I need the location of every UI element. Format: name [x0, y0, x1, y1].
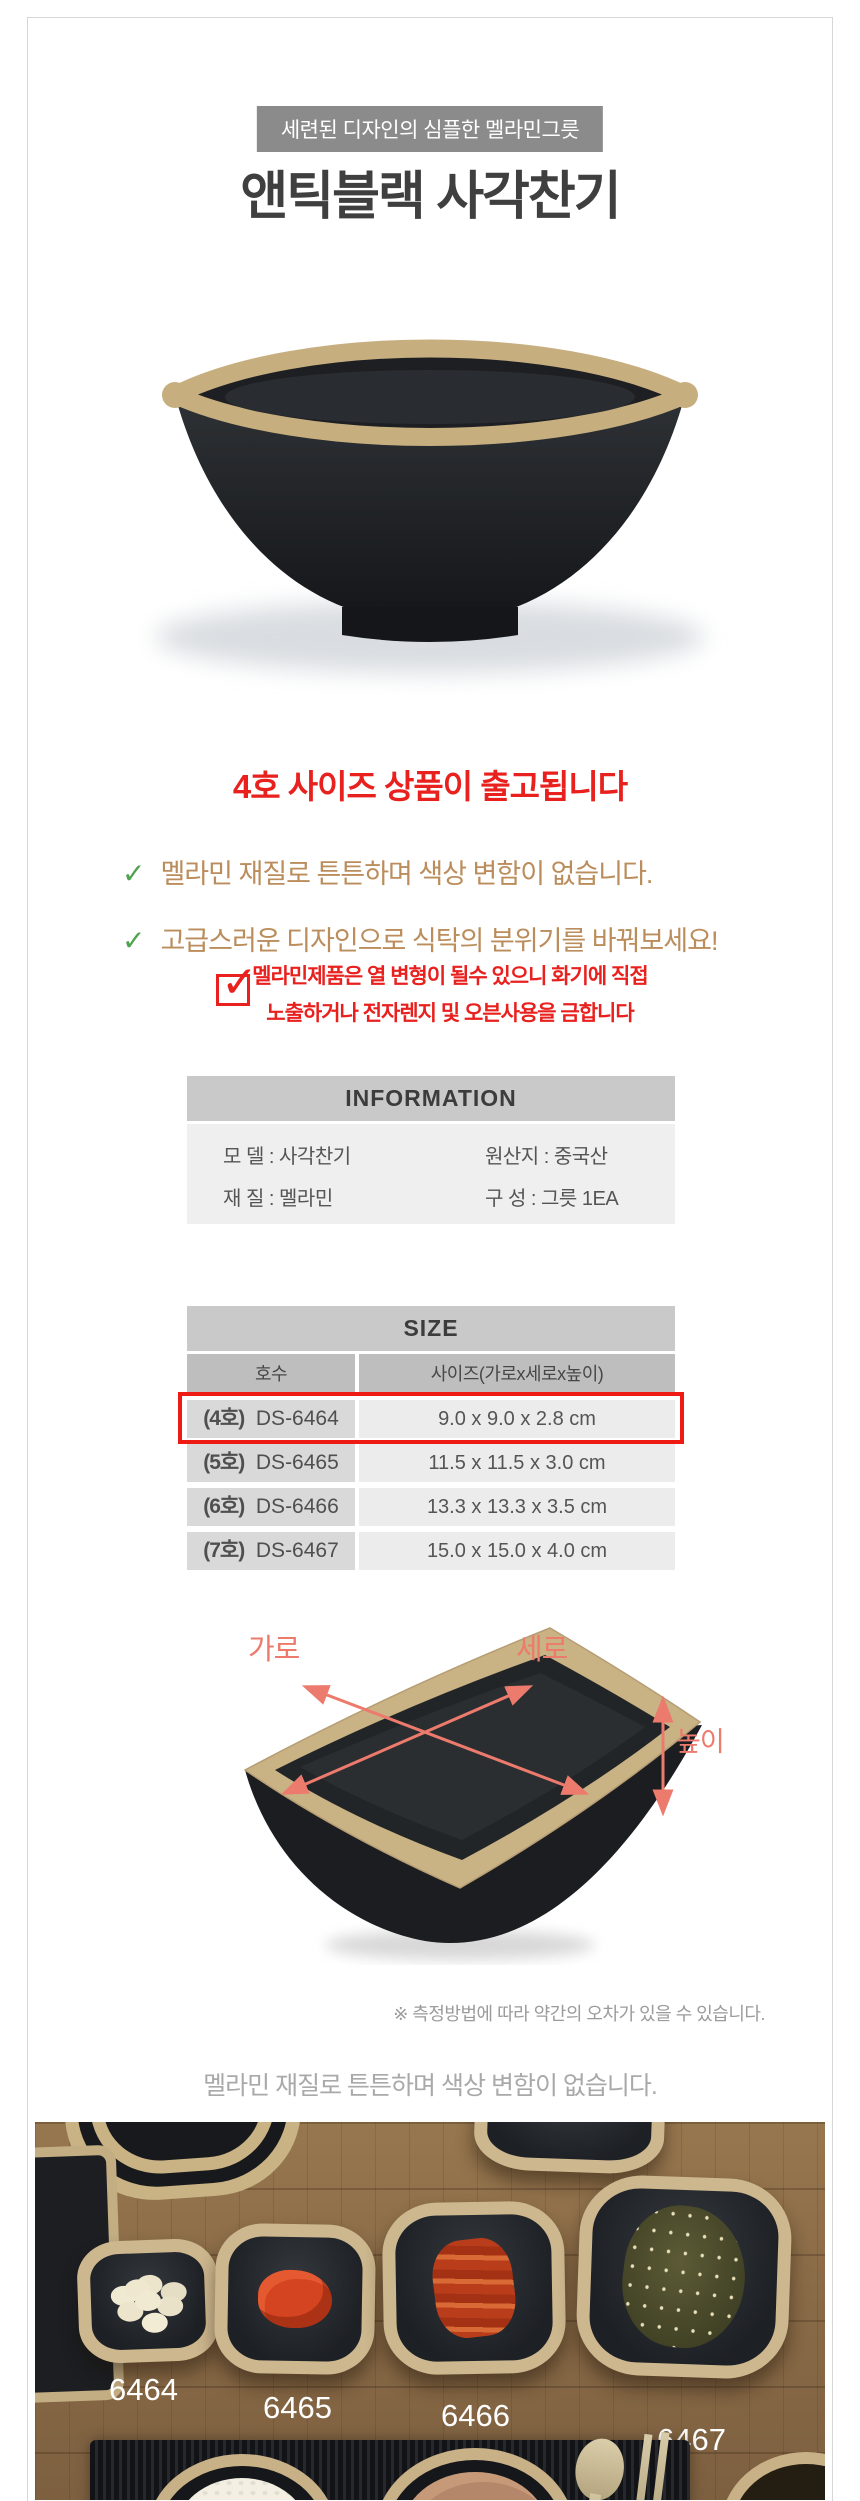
size-no: (4호): [203, 1407, 245, 1430]
height-label: 높이: [676, 1727, 725, 1757]
top-banner: 세련된 디자인의 심플한 멜라민그릇: [256, 106, 604, 152]
page-title: 앤틱블랙 사각찬기: [240, 168, 621, 226]
partial-bowl-right: [721, 2452, 825, 2500]
dish-label-6464: 6464: [109, 2372, 178, 2407]
check-icon: ✓: [221, 958, 258, 1007]
info-field-material: 재 질 : 멜라민: [223, 1188, 333, 1210]
lifestyle-photo: 6464 6465 6466 6467: [35, 2122, 825, 2500]
check-icon: ✓: [122, 925, 145, 956]
feature-list: ✓ 멜라민 재질로 튼튼하며 색상 변함이 없습니다. ✓ 고급스러운 디자인으로 …: [122, 852, 718, 986]
width-label: 가로: [248, 1634, 300, 1666]
size-row-6: (6호) DS-6466 13.3 x 13.3 x 3.5 cm: [187, 1488, 675, 1526]
bowl-illustration: [155, 339, 705, 673]
warning-line: 멜라민제품은 열 변형이 될수 있으니 화기에 직접: [252, 965, 648, 988]
size-code: DS-6467: [255, 1539, 339, 1562]
size-dims: 13.3 x 13.3 x 3.5 cm: [359, 1488, 675, 1526]
size-dims: 15.0 x 15.0 x 4.0 cm: [359, 1532, 675, 1570]
dish-label-6465: 6465: [263, 2390, 332, 2425]
dish-6467: [574, 2173, 794, 2381]
size-no: (6호): [203, 1495, 245, 1518]
size-code: DS-6464: [255, 1407, 339, 1430]
checkbox-icon: ✓: [216, 961, 258, 1006]
information-table: INFORMATION 모 델 : 사각찬기 원산지 : 중국산 재 질 : 멜…: [187, 1076, 675, 1224]
column-header-size: 사이즈(가로x세로x높이): [359, 1354, 675, 1394]
information-title: INFORMATION: [187, 1076, 675, 1121]
check-icon: ✓: [122, 858, 145, 889]
partial-dish-top: [472, 2122, 668, 2176]
size-column-headers: 호수 사이즈(가로x세로x높이): [187, 1354, 675, 1394]
product-photo: [130, 235, 730, 695]
information-body: 모 델 : 사각찬기 원산지 : 중국산 재 질 : 멜라민 구 성 : 그릇 …: [187, 1124, 675, 1224]
durability-heading: 멜라민 재질로 튼튼하며 색상 변함이 없습니다.: [203, 2072, 658, 2100]
size-no: (7호): [203, 1539, 245, 1562]
info-field-origin: 원산지 : 중국산: [485, 1146, 608, 1168]
dish-top-view: [243, 1627, 702, 1960]
dish-label-6466: 6466: [441, 2398, 510, 2433]
feature-item: ✓ 멜라민 재질로 튼튼하며 색상 변함이 없습니다.: [122, 852, 717, 891]
measurement-note: ※ 측정방법에 따라 약간의 오차가 있을 수 있습니다.: [393, 2004, 765, 2024]
column-header-no: 호수: [187, 1354, 355, 1394]
dimension-diagram: [170, 1595, 750, 1965]
size-row-5: (5호) DS-6465 11.5 x 11.5 x 3.0 cm: [187, 1444, 675, 1482]
size-title: SIZE: [187, 1306, 675, 1351]
info-field-model: 모 델 : 사각찬기: [223, 1146, 351, 1168]
dish-6466: [381, 2200, 567, 2376]
feature-text: 멜라민 재질로 튼튼하며 색상 변함이 없습니다.: [160, 859, 653, 889]
size-table: SIZE 호수 사이즈(가로x세로x높이) (4호) DS-6464 9.0 x…: [178, 1306, 684, 1570]
rice-bowl: [147, 2454, 337, 2500]
size-row-4: (4호) DS-6464 9.0 x 9.0 x 2.8 cm: [187, 1400, 675, 1438]
size-dims: 9.0 x 9.0 x 2.8 cm: [359, 1400, 675, 1438]
length-arrow: [280, 1685, 534, 1795]
dish-6465: [213, 2222, 377, 2376]
warning-note: ✓ 멜라민제품은 열 변형이 될수 있으니 화기에 직접 노출하거나 전자렌지 …: [0, 958, 860, 1032]
info-field-composition: 구 성 : 그릇 1EA: [485, 1188, 619, 1210]
length-label: 세로: [516, 1634, 568, 1666]
highlight-border: [178, 1392, 684, 1444]
size-dims: 11.5 x 11.5 x 3.0 cm: [359, 1444, 675, 1482]
size-row-7: (7호) DS-6467 15.0 x 15.0 x 4.0 cm: [187, 1532, 675, 1570]
shipping-notice: 4호 사이즈 상품이 출고됩니다: [232, 768, 628, 805]
size-code: DS-6465: [255, 1451, 339, 1474]
feature-item: ✓ 고급스러운 디자인으로 식탁의 분위기를 바꿔보세요!: [122, 919, 718, 958]
page-frame: [27, 17, 833, 2501]
warning-line: 노출하거나 전자렌지 및 오븐사용을 금합니다: [266, 1002, 634, 1025]
feature-text: 고급스러운 디자인으로 식탁의 분위기를 바꿔보세요!: [160, 926, 718, 956]
size-no: (5호): [203, 1451, 245, 1474]
dish-6464: [75, 2237, 221, 2365]
size-code: DS-6466: [255, 1495, 339, 1518]
